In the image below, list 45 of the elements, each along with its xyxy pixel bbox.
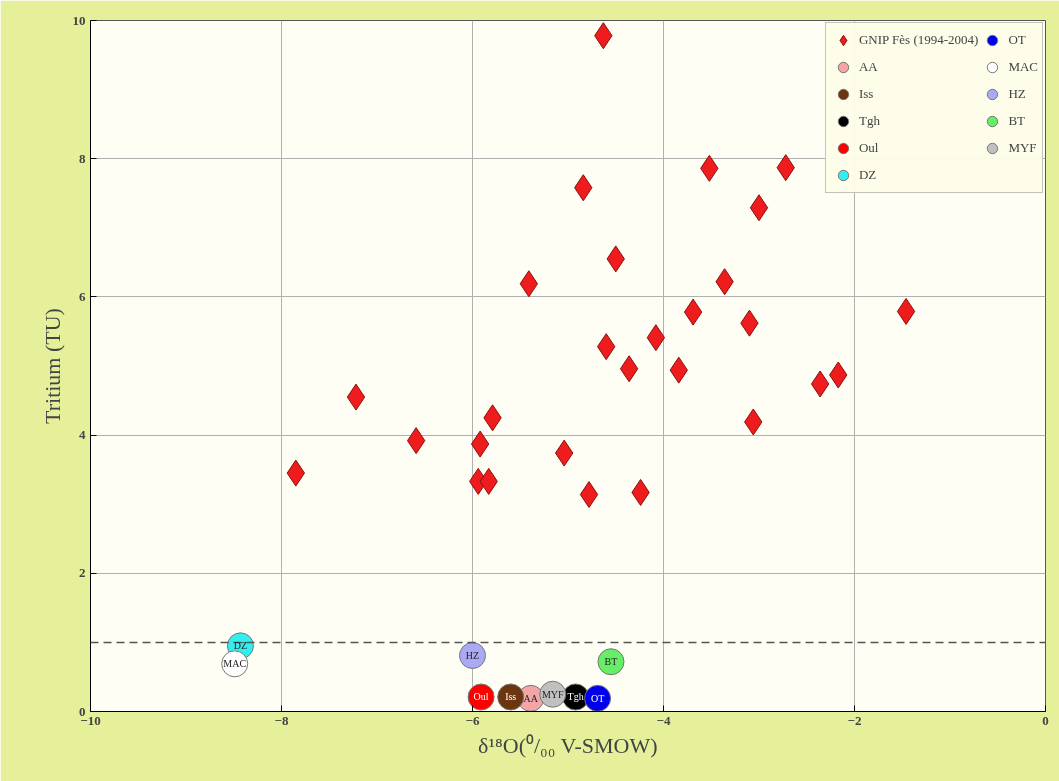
- text: DZ: [233, 640, 248, 652]
- x-tick-label: −8: [274, 712, 289, 728]
- text: MAC: [223, 658, 247, 670]
- text: BT: [604, 656, 618, 668]
- text: MYF: [541, 688, 564, 700]
- point: [683, 298, 703, 326]
- y-tick-label: 8: [79, 150, 86, 166]
- point: [346, 383, 366, 411]
- text: Oul: [473, 691, 489, 703]
- y-tick-label: 4: [79, 427, 86, 443]
- x-tick-label: −4: [656, 712, 671, 728]
- point: [619, 355, 639, 383]
- legend-label: HZ: [1008, 85, 1027, 103]
- x-tick-label: −2: [847, 712, 862, 728]
- x-axis-title: δ¹⁸O(⁰/₀₀ V-SMOW): [478, 732, 658, 758]
- text: Iss: [505, 691, 517, 703]
- y-tick-label: 6: [79, 288, 86, 304]
- x-tick-label: 0: [1042, 712, 1049, 728]
- point: [519, 270, 539, 298]
- text: AA: [523, 692, 538, 704]
- point: [406, 427, 426, 455]
- text: Tgh: [567, 691, 584, 703]
- legend-label: MYF: [1008, 139, 1037, 157]
- y-tick-label: 10: [72, 12, 86, 28]
- x-tick-label: −6: [465, 712, 480, 728]
- point: [896, 297, 916, 325]
- legend-label: OT: [1008, 31, 1027, 49]
- legend-label: MAC: [1008, 58, 1038, 76]
- text: OT: [590, 692, 605, 704]
- text: HZ: [465, 650, 480, 662]
- legend-label: Tgh: [858, 112, 880, 130]
- legend-label: Iss: [858, 85, 875, 103]
- legend-label: Oul: [858, 139, 879, 157]
- point: [646, 324, 666, 352]
- y-tick-label: 2: [79, 565, 86, 581]
- point: [579, 481, 599, 509]
- point: [749, 194, 769, 222]
- legend-label: AA: [858, 58, 879, 76]
- point: [470, 430, 490, 458]
- point: [810, 370, 830, 398]
- y-axis-title: Tritium (TU): [39, 308, 65, 424]
- legend-label: BT: [1008, 112, 1026, 130]
- point: [497, 683, 525, 711]
- legend-label: GNIP Fès (1994-2004): [858, 31, 979, 49]
- legend-label: DZ: [858, 166, 878, 184]
